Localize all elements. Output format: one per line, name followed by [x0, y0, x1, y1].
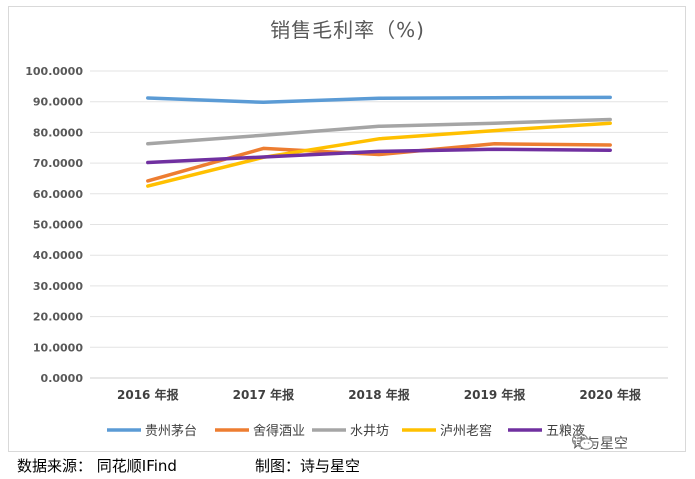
y-tick-label: 40.0000 [33, 249, 83, 262]
x-tick-label: 2020 年报 [579, 387, 641, 402]
y-tick-label: 10.0000 [33, 341, 83, 354]
x-tick-label: 2019 年报 [464, 387, 526, 402]
y-tick-label: 30.0000 [33, 280, 83, 293]
y-tick-label: 20.0000 [33, 311, 83, 324]
data-source: 数据来源： 同花顺IFind [17, 457, 177, 475]
x-tick-label: 2017 年报 [233, 387, 295, 402]
legend-label: 舍得酒业 [253, 423, 305, 439]
legend-label: 泸州老窖 [440, 423, 492, 439]
legend-label: 水井坊 [350, 424, 389, 439]
y-tick-label: 0.0000 [41, 372, 84, 385]
gridlines [90, 70, 668, 379]
series-line [146, 121, 612, 188]
series-line [146, 147, 612, 165]
y-tick-label: 100.0000 [25, 65, 83, 78]
series-line [146, 95, 612, 105]
legend-label: 贵州茅台 [145, 424, 197, 439]
x-tick-labels: 2016 年报 2017 年报 2018 年报 2019 年报 2020 年报 [117, 387, 641, 402]
series-line [146, 117, 612, 146]
legend: 贵州茅台 舍得酒业 水井坊 泸州老窖 五粮液 [107, 423, 585, 439]
y-tick-label: 90.0000 [33, 96, 83, 109]
chart-maker: 制图：诗与星空 [255, 457, 361, 475]
x-tick-label: 2016 年报 [117, 387, 179, 402]
chart-title: 销售毛利率（%) [270, 18, 425, 42]
y-tick-label: 50.0000 [33, 219, 83, 232]
y-tick-label: 80.0000 [33, 126, 83, 139]
y-tick-label: 70.0000 [33, 157, 83, 170]
y-tick-label: 60.0000 [33, 188, 83, 201]
x-tick-label: 2018 年报 [348, 387, 410, 402]
series-lines [146, 95, 612, 188]
watermark: 诗与星空 [572, 433, 628, 453]
y-tick-labels: 0.0000 10.0000 20.0000 30.0000 40.0000 50.000… [25, 65, 83, 385]
wechat-icon [572, 433, 594, 450]
